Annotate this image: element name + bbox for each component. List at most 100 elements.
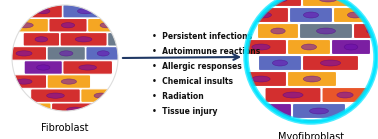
Ellipse shape — [344, 44, 358, 50]
FancyBboxPatch shape — [332, 39, 370, 54]
FancyBboxPatch shape — [108, 117, 143, 131]
FancyBboxPatch shape — [288, 71, 336, 86]
Text: •  Tissue injury: • Tissue injury — [152, 107, 217, 116]
Text: •  Autoimmune reactions: • Autoimmune reactions — [152, 47, 260, 56]
FancyBboxPatch shape — [108, 33, 144, 46]
FancyBboxPatch shape — [302, 55, 358, 70]
FancyBboxPatch shape — [259, 0, 302, 7]
Text: •  Radiation: • Radiation — [152, 92, 204, 101]
FancyBboxPatch shape — [2, 47, 46, 60]
FancyBboxPatch shape — [299, 23, 353, 39]
FancyBboxPatch shape — [293, 104, 345, 119]
Ellipse shape — [77, 121, 93, 126]
Ellipse shape — [17, 23, 33, 28]
Ellipse shape — [273, 60, 288, 66]
FancyBboxPatch shape — [63, 4, 108, 18]
FancyBboxPatch shape — [333, 8, 376, 23]
FancyBboxPatch shape — [23, 33, 60, 46]
FancyBboxPatch shape — [2, 75, 46, 88]
Ellipse shape — [253, 12, 271, 18]
Ellipse shape — [61, 79, 77, 84]
FancyBboxPatch shape — [47, 75, 91, 88]
Ellipse shape — [60, 51, 73, 56]
FancyBboxPatch shape — [235, 39, 287, 54]
FancyBboxPatch shape — [86, 47, 121, 60]
Ellipse shape — [16, 79, 32, 84]
Ellipse shape — [310, 108, 328, 114]
Text: Myofibroblast: Myofibroblast — [278, 132, 344, 139]
Ellipse shape — [316, 28, 336, 34]
Ellipse shape — [273, 0, 288, 2]
Ellipse shape — [77, 8, 93, 14]
FancyBboxPatch shape — [235, 104, 291, 119]
Ellipse shape — [67, 107, 84, 112]
Ellipse shape — [37, 121, 50, 126]
Ellipse shape — [17, 107, 35, 112]
Ellipse shape — [283, 92, 303, 98]
FancyBboxPatch shape — [51, 0, 99, 4]
FancyBboxPatch shape — [2, 131, 48, 139]
FancyBboxPatch shape — [60, 33, 107, 46]
Ellipse shape — [119, 37, 132, 42]
Ellipse shape — [347, 12, 363, 18]
FancyBboxPatch shape — [259, 55, 302, 70]
Ellipse shape — [35, 37, 48, 42]
Ellipse shape — [367, 28, 378, 34]
Ellipse shape — [304, 12, 319, 18]
Ellipse shape — [46, 93, 64, 98]
FancyBboxPatch shape — [24, 4, 62, 18]
Ellipse shape — [252, 76, 270, 82]
FancyBboxPatch shape — [63, 117, 108, 131]
FancyBboxPatch shape — [63, 61, 113, 74]
FancyBboxPatch shape — [235, 8, 288, 23]
Ellipse shape — [61, 135, 75, 139]
Text: •  Persistent infections: • Persistent infections — [152, 32, 252, 41]
Ellipse shape — [367, 0, 378, 2]
FancyBboxPatch shape — [108, 4, 143, 18]
FancyBboxPatch shape — [24, 61, 62, 74]
Ellipse shape — [17, 135, 33, 139]
FancyBboxPatch shape — [257, 23, 299, 39]
FancyBboxPatch shape — [302, 120, 353, 135]
Text: Fibroblast: Fibroblast — [41, 123, 89, 133]
Ellipse shape — [79, 65, 96, 70]
FancyBboxPatch shape — [355, 120, 378, 135]
FancyBboxPatch shape — [288, 39, 330, 54]
FancyBboxPatch shape — [24, 117, 62, 131]
Ellipse shape — [319, 0, 337, 2]
Ellipse shape — [37, 65, 50, 70]
FancyBboxPatch shape — [235, 71, 287, 86]
Ellipse shape — [97, 51, 109, 56]
FancyBboxPatch shape — [265, 87, 321, 102]
FancyBboxPatch shape — [333, 136, 376, 139]
Ellipse shape — [100, 135, 113, 139]
FancyBboxPatch shape — [259, 120, 302, 135]
Ellipse shape — [271, 28, 285, 34]
Ellipse shape — [301, 44, 317, 50]
FancyBboxPatch shape — [235, 136, 288, 139]
Ellipse shape — [321, 60, 341, 66]
FancyBboxPatch shape — [49, 131, 87, 139]
FancyBboxPatch shape — [355, 0, 378, 7]
FancyBboxPatch shape — [51, 103, 99, 116]
Ellipse shape — [120, 8, 132, 14]
FancyBboxPatch shape — [302, 0, 353, 7]
FancyBboxPatch shape — [322, 87, 368, 102]
FancyBboxPatch shape — [2, 18, 48, 32]
FancyBboxPatch shape — [88, 18, 126, 32]
Text: •  Chemical insults: • Chemical insults — [152, 77, 233, 86]
FancyBboxPatch shape — [290, 136, 333, 139]
Ellipse shape — [303, 76, 321, 82]
FancyBboxPatch shape — [81, 89, 122, 102]
Ellipse shape — [273, 124, 288, 130]
FancyBboxPatch shape — [353, 23, 378, 39]
FancyBboxPatch shape — [88, 131, 126, 139]
FancyBboxPatch shape — [31, 89, 80, 102]
Ellipse shape — [367, 124, 378, 130]
Ellipse shape — [120, 121, 132, 126]
FancyBboxPatch shape — [2, 103, 51, 116]
FancyBboxPatch shape — [2, 0, 51, 4]
Ellipse shape — [75, 37, 92, 42]
Ellipse shape — [252, 44, 270, 50]
Text: •  Allergic responses: • Allergic responses — [152, 62, 242, 71]
